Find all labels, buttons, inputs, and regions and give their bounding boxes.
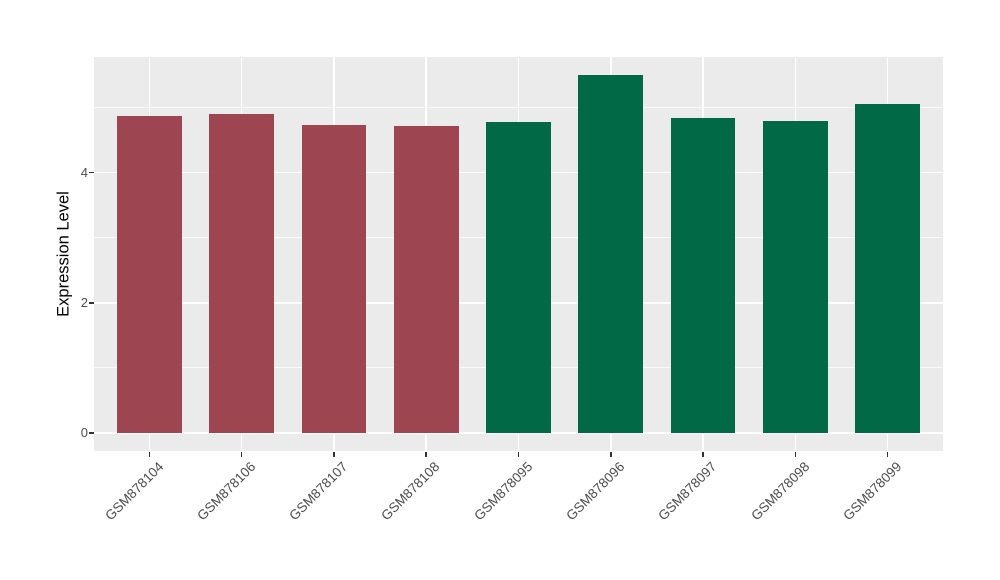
x-tick-mark [240,452,243,457]
bar-gsm878098 [763,121,828,434]
y-tick-mark [89,171,94,174]
x-tick-label: GSM878099 [840,459,905,524]
x-tick-mark [333,452,335,457]
bar-gsm878104 [117,115,182,434]
bar-gsm878099 [855,103,920,434]
x-tick-label: GSM878097 [655,459,720,524]
y-tick-label: 4 [80,164,88,180]
x-tick-mark [148,452,151,457]
plot-panel [94,57,943,451]
x-tick-label: GSM878096 [563,459,628,524]
bar-gsm878108 [393,125,459,434]
bar-gsm878107 [301,125,367,434]
y-tick-label: 0 [80,425,88,441]
bar-gsm878106 [209,113,274,434]
x-tick-label: GSM878107 [286,459,351,524]
x-tick-mark [702,452,704,457]
x-tick-label: GSM878104 [101,459,166,524]
x-tick-mark [610,452,612,457]
x-tick-label: GSM878098 [747,459,812,524]
x-tick-label: GSM878106 [194,459,259,524]
bar-gsm878097 [670,117,736,434]
x-tick-label: GSM878108 [378,459,443,524]
x-tick-mark [425,452,427,457]
x-tick-mark [517,452,520,457]
bar-gsm878096 [578,74,644,434]
x-tick-mark [794,452,797,457]
x-tick-mark [886,452,889,457]
x-tick-label: GSM878095 [470,459,536,524]
y-tick-mark [89,302,94,304]
y-tick-label: 2 [80,294,88,310]
bar-gsm878095 [486,122,551,434]
y-tick-mark [89,432,94,434]
